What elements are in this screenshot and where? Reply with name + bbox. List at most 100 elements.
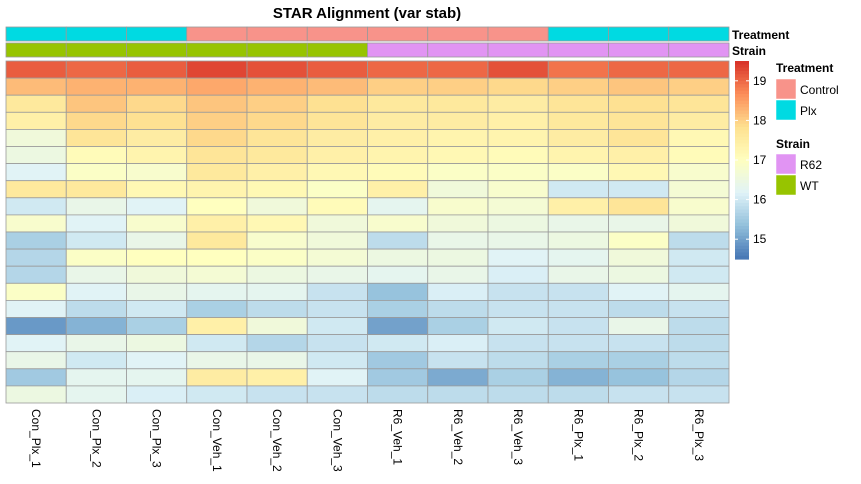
heatmap-cell-r13-c12 [668,265,730,284]
heatmap-cell-r8-c8 [427,180,489,199]
heatmap-cell-r10-c6 [306,214,368,233]
heatmap-cell-r6-c12 [668,146,730,165]
heatmap-cell-r15-c9 [487,299,549,318]
heatmap-cell-r7-c11 [608,163,670,182]
heatmap-cell-r2-c10 [547,77,609,96]
heatmap-cell-r9-c8 [427,197,489,216]
heatmap-cell-r17-c4 [186,334,248,353]
legend-label-plx: Plx [800,104,817,118]
column-label: R6_Veh_3 [511,409,525,465]
heatmap-cell-r6-c10 [547,146,609,165]
heatmap-cell-r13-c8 [427,265,489,284]
heatmap-cell-r5-c8 [427,128,489,147]
strain-cell-3 [126,42,188,58]
heatmap-cell-r8-c1 [5,180,67,199]
heatmap-cell-r7-c2 [65,163,127,182]
colorbar-segment [735,77,749,82]
heatmap-cell-r9-c4 [186,197,248,216]
column-label: R6_Veh_1 [391,409,405,465]
strain-cell-12 [668,42,730,58]
heatmap-cell-r1-c11 [608,60,670,79]
heatmap-cell-r7-c7 [367,163,429,182]
legend-title-treatment: Treatment [776,61,833,75]
treatment-cell-8 [427,26,489,42]
heatmap-cell-r1-c2 [65,60,127,79]
annotation-label-strain: Strain [732,44,766,58]
heatmap-cell-r17-c12 [668,334,730,353]
heatmap-cell-r6-c6 [306,146,368,165]
heatmap-cell-r4-c6 [306,111,368,130]
colorbar-segment [735,229,749,234]
heatmap-cell-r20-c12 [668,385,730,404]
treatment-cell-12 [668,26,730,42]
annotation-rows [5,26,730,58]
column-label: Con_Plx_3 [150,409,164,468]
heatmap-cell-r11-c8 [427,231,489,250]
heatmap-cell-r10-c2 [65,214,127,233]
heatmap-cell-r4-c3 [126,111,188,130]
heatmap-cell-r12-c10 [547,248,609,267]
heatmap-cell-r1-c5 [246,60,308,79]
heatmap-cell-r3-c3 [126,94,188,113]
heatmap-cell-r8-c9 [487,180,549,199]
heatmap-cell-r10-c8 [427,214,489,233]
colorbar-segment [735,140,749,145]
heatmap-cell-r17-c11 [608,334,670,353]
heatmap-cell-r16-c9 [487,317,549,336]
heatmap-cell-r15-c6 [306,299,368,318]
heatmap-cell-r17-c9 [487,334,549,353]
colorbar-segment [735,74,749,79]
heatmap-cell-r20-c8 [427,385,489,404]
heatmap-cell-r11-c4 [186,231,248,250]
heatmap-cell-r5-c3 [126,128,188,147]
strain-cell-5 [246,42,308,58]
heatmap-cell-r20-c1 [5,385,67,404]
heatmap-cell-r12-c8 [427,248,489,267]
heatmap-cell-r20-c6 [306,385,368,404]
heatmap-cell-r4-c9 [487,111,549,130]
heatmap-cell-r18-c12 [668,351,730,370]
heatmap-cell-r13-c1 [5,265,67,284]
heatmap-cell-r12-c7 [367,248,429,267]
heatmap-cell-r10-c7 [367,214,429,233]
heatmap-cell-r18-c1 [5,351,67,370]
column-label: Con_Veh_2 [270,409,284,472]
colorbar-segment [735,212,749,217]
heatmap-cell-r16-c5 [246,317,308,336]
heatmap-cell-r6-c8 [427,146,489,165]
colorbar-segment [735,143,749,148]
heatmap-cell-r17-c5 [246,334,308,353]
heatmap-cell-r19-c10 [547,368,609,387]
heatmap-cell-r3-c12 [668,94,730,113]
heatmap-cell-r12-c12 [668,248,730,267]
heatmap-cell-r17-c10 [547,334,609,353]
colorbar-segment [735,120,749,125]
heatmap-cell-r2-c6 [306,77,368,96]
heatmap-cell-r19-c4 [186,368,248,387]
heatmap-cell-r13-c5 [246,265,308,284]
heatmap-cell-r15-c12 [668,299,730,318]
heatmap-cell-r19-c11 [608,368,670,387]
heatmap-cell-r3-c9 [487,94,549,113]
heatmap-cell-r2-c11 [608,77,670,96]
strain-cell-4 [186,42,248,58]
heatmap-cell-r10-c1 [5,214,67,233]
heatmap-cell-r5-c5 [246,128,308,147]
heatmap-cell-r2-c4 [186,77,248,96]
heatmap-cell-r3-c7 [367,94,429,113]
heatmap-cell-r6-c9 [487,146,549,165]
colorbar-segment [735,110,749,115]
strain-cell-11 [608,42,670,58]
heatmap-cell-r2-c3 [126,77,188,96]
heatmap-cell-r16-c8 [427,317,489,336]
treatment-cell-2 [65,26,127,42]
heatmap-cell-r20-c11 [608,385,670,404]
heatmap-cell-r4-c7 [367,111,429,130]
heatmap-cell-r16-c1 [5,317,67,336]
heatmap-cell-r1-c12 [668,60,730,79]
heatmap-cell-r9-c7 [367,197,429,216]
legend-swatch-control [775,78,797,100]
column-label: Con_Veh_1 [210,409,224,472]
heatmap-cell-r16-c3 [126,317,188,336]
heatmap-cell-r11-c5 [246,231,308,250]
